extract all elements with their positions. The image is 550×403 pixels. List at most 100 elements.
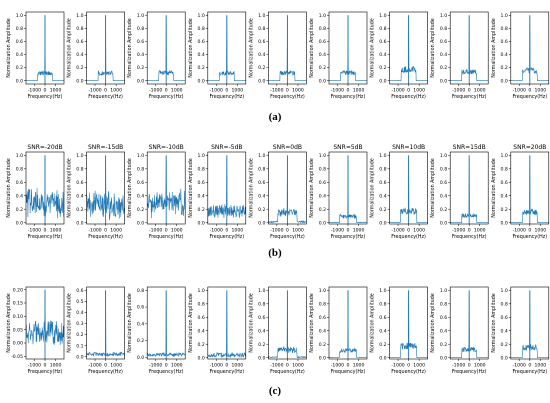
spectrum-line: [450, 155, 489, 224]
y-axis-label: Normalization Amplitude: [309, 18, 315, 77]
y-axis-label: Normalization Amplitude: [491, 158, 497, 217]
x-tick-label: 0: [165, 228, 168, 234]
spectrum-line: [86, 155, 125, 220]
y-axis-label: Normalization Amplitude: [127, 18, 133, 77]
y-tick-label: 0.6: [440, 315, 447, 321]
x-tick-label: 1000: [232, 363, 244, 369]
y-tick-label: 0.6: [319, 315, 326, 321]
x-tick-label: 0: [44, 88, 47, 94]
y-tick-label: 0.8: [379, 26, 386, 32]
subplot-r3-c5: 0.0 0.2 0.4 0.6 0.8 1.0 -1000 0 1000Frequency(Hz…: [248, 286, 307, 375]
y-tick-label: 0.2: [197, 342, 204, 348]
subplot-title: SNR=-5dB: [211, 144, 242, 151]
y-tick-label: 0.6: [258, 39, 265, 45]
x-axis-label: Frequency(Hz): [88, 94, 123, 100]
y-tick-label: 0.0: [379, 355, 386, 361]
y-tick-label: 0.20: [13, 287, 23, 293]
x-tick-label: -1000: [270, 88, 283, 94]
y-tick-label: 0.0: [137, 355, 144, 361]
y-tick-label: 0.15: [13, 301, 23, 307]
y-tick-label: 0.4: [197, 52, 204, 58]
subplot-title: SNR=15dB: [453, 144, 486, 151]
y-tick-label: 0.05: [13, 327, 23, 333]
x-tick-label: 0: [165, 88, 168, 94]
panel-label-b: (b): [268, 247, 282, 259]
spectrum-line: [86, 290, 125, 358]
x-axis-label: Frequency(Hz): [28, 369, 63, 375]
spectrum-line: [510, 155, 549, 223]
y-tick-label: 0.4: [440, 193, 447, 199]
x-axis-label: Frequency(Hz): [209, 94, 244, 100]
spectrum-line: [207, 155, 246, 218]
y-tick-label: 0.0: [76, 220, 83, 226]
y-tick-label: 0.2: [197, 207, 204, 213]
y-tick-label: 0.4: [258, 52, 265, 58]
x-tick-label: 1000: [292, 228, 304, 234]
x-tick-label: 1000: [110, 363, 122, 369]
x-tick-label: 1000: [232, 228, 244, 234]
y-tick-label: 0.0: [76, 78, 83, 84]
y-tick-label: 0.2: [319, 207, 326, 213]
y-tick-label: 0.8: [16, 166, 23, 172]
y-tick-label: 0.8: [379, 166, 386, 172]
x-tick-label: 1000: [353, 88, 365, 94]
subplot-title: SNR=10dB: [392, 144, 425, 151]
y-tick-label: 0.0: [258, 78, 265, 84]
y-tick-label: 0.4: [379, 328, 386, 334]
y-axis-label: Normalization Amplitude: [309, 158, 315, 217]
y-axis-label: Normalization Amplitude: [67, 18, 73, 77]
subplot-r1-c6: 0.0 0.2 0.4 0.6 0.8 1.0 -1000 0 1000Frequency(Hz…: [309, 11, 368, 100]
y-tick-label: 0.3: [76, 321, 83, 327]
x-tick-label: 0: [104, 363, 107, 369]
x-axis-label: Frequency(Hz): [88, 234, 123, 240]
y-tick-label: 0.2: [440, 65, 447, 71]
y-tick-label: 0.0: [258, 220, 265, 226]
x-tick-label: -1000: [331, 228, 344, 234]
y-tick-label: 0.4: [197, 328, 204, 334]
y-tick-label: 1.0: [319, 153, 326, 159]
y-tick-label: 0.0: [319, 220, 326, 226]
x-axis-label: Frequency(Hz): [391, 234, 426, 240]
y-tick-label: 0.0: [16, 78, 23, 84]
x-tick-label: 0: [528, 228, 531, 234]
x-tick-label: -1000: [331, 363, 344, 369]
subplot-r1-c9: 0.0 0.2 0.4 0.6 0.8 1.0 -1000 0 1000Frequency(Hz…: [491, 11, 550, 100]
x-tick-label: -1000: [88, 228, 101, 234]
x-tick-label: 1000: [353, 228, 365, 234]
x-tick-label: -1000: [270, 363, 283, 369]
x-tick-label: -1000: [28, 228, 41, 234]
y-tick-label: 0.4: [137, 193, 144, 199]
x-tick-label: -1000: [149, 363, 162, 369]
x-tick-label: 1000: [50, 88, 62, 94]
spectrum-line: [268, 155, 307, 224]
y-tick-label: 0.0: [440, 220, 447, 226]
y-tick-label: 0.6: [197, 180, 204, 186]
x-tick-label: 0: [407, 363, 410, 369]
y-tick-label: 0.8: [197, 26, 204, 32]
spectrum-line: [86, 15, 125, 82]
y-tick-label: 0.4: [137, 321, 144, 327]
x-tick-label: 1000: [171, 228, 183, 234]
subplot-r3-c8: 0.0 0.2 0.4 0.6 0.8 1.0 -1000 0 1000Frequency(Hz…: [430, 286, 489, 375]
y-tick-label: 0.8: [440, 166, 447, 172]
spectrum-line: [25, 155, 65, 219]
y-axis-label: Normalization Amplitude: [6, 18, 12, 77]
y-tick-label: 0.2: [137, 207, 144, 213]
x-axis-label: Frequency(Hz): [512, 369, 547, 375]
y-tick-label: 0.6: [500, 39, 507, 45]
y-tick-label: 0.0: [500, 220, 507, 226]
y-tick-label: 0.2: [258, 207, 265, 213]
y-tick-label: 0.8: [319, 301, 326, 307]
x-axis-label: Frequency(Hz): [270, 234, 305, 240]
x-axis-label: Frequency(Hz): [149, 94, 184, 100]
x-tick-label: 1000: [232, 88, 244, 94]
y-tick-label: 0.4: [500, 193, 507, 199]
x-tick-label: -1000: [513, 88, 526, 94]
y-tick-label: 0.8: [440, 26, 447, 32]
y-tick-label: 1.0: [379, 288, 386, 294]
y-tick-label: 0.2: [440, 207, 447, 213]
x-tick-label: 1000: [292, 363, 304, 369]
panel-label-a: (a): [268, 111, 282, 123]
y-tick-label: 0.0: [197, 220, 204, 226]
